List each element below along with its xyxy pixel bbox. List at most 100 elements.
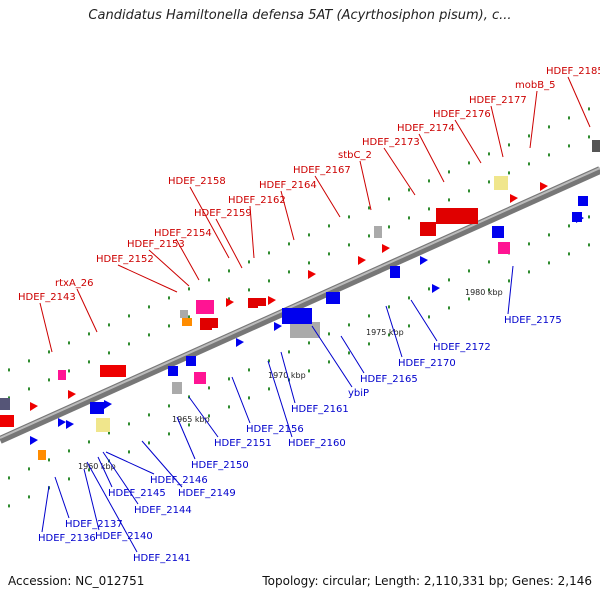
gene-feature[interactable] [494,176,508,190]
tick-mark [248,396,250,400]
tick-mark [488,288,490,292]
reverse-gene-label[interactable]: HDEF_2156 [246,424,304,435]
reverse-gene-label[interactable]: HDEF_2151 [214,438,272,449]
gene-feature[interactable] [382,244,390,253]
gene-feature[interactable] [420,222,436,236]
gene-feature[interactable] [282,308,312,324]
gene-feature[interactable] [196,300,214,314]
reverse-gene-label[interactable]: ybiP [348,388,369,399]
label-leader [175,238,200,281]
gene-feature[interactable] [420,256,428,265]
reverse-gene-label[interactable]: HDEF_2170 [398,358,456,369]
gene-feature[interactable] [180,310,188,318]
tick-mark [448,278,450,282]
reverse-gene-label[interactable]: HDEF_2137 [65,519,123,530]
forward-gene-label[interactable]: HDEF_2176 [433,109,491,120]
gene-feature[interactable] [492,226,504,238]
forward-gene-label[interactable]: HDEF_2174 [397,123,455,134]
gene-feature[interactable] [436,208,478,224]
tick-mark [488,180,490,184]
gene-feature[interactable] [210,318,218,328]
forward-gene-label[interactable]: HDEF_2152 [96,254,154,265]
gene-feature[interactable] [38,450,46,460]
gene-feature[interactable] [58,418,66,427]
reverse-gene-label[interactable]: HDEF_2146 [150,475,208,486]
forward-gene-label[interactable]: HDEF_2153 [127,239,185,250]
forward-gene-label[interactable]: HDEF_2158 [168,176,226,187]
reverse-gene-label[interactable]: HDEF_2144 [134,505,192,516]
gene-feature[interactable] [578,196,588,206]
tick-mark [588,135,590,139]
gene-feature[interactable] [540,182,548,191]
tick-mark [588,107,590,111]
forward-gene-label[interactable]: HDEF_2159 [194,208,252,219]
reverse-gene-label[interactable]: HDEF_2136 [38,533,96,544]
tick-mark [348,215,350,219]
forward-gene-label[interactable]: HDEF_2164 [259,180,317,191]
forward-gene-label[interactable]: HDEF_2177 [469,95,527,106]
gene-feature[interactable] [58,370,66,380]
gene-feature[interactable] [90,402,104,414]
gene-feature[interactable] [268,296,276,305]
gene-feature[interactable] [30,436,38,445]
gene-feature[interactable] [374,226,382,238]
gene-feature[interactable] [186,356,196,366]
gene-feature[interactable] [432,284,440,293]
tick-mark [228,269,230,273]
forward-gene-label[interactable]: HDEF_2173 [362,137,420,148]
tick-mark [128,422,130,426]
gene-feature[interactable] [510,194,518,203]
reverse-gene-label[interactable]: HDEF_2150 [191,460,249,471]
forward-gene-label[interactable]: HDEF_2162 [228,195,286,206]
gene-feature[interactable] [168,366,178,376]
tick-mark [408,188,410,192]
gene-feature[interactable] [308,270,316,279]
gene-feature[interactable] [96,418,110,432]
gene-feature[interactable] [290,322,320,338]
reverse-gene-label[interactable]: HDEF_2141 [133,553,191,564]
forward-gene-label[interactable]: HDEF_2143 [18,292,76,303]
gene-feature[interactable] [236,338,244,347]
gene-feature[interactable] [258,298,266,306]
gene-feature[interactable] [248,298,258,308]
forward-gene-label[interactable]: rtxA_26 [55,278,94,289]
reverse-gene-label[interactable]: HDEF_2145 [108,488,166,499]
reverse-gene-label[interactable]: HDEF_2161 [291,404,349,415]
forward-gene-label[interactable]: HDEF_2154 [154,228,212,239]
reverse-gene-label[interactable]: HDEF_2160 [288,438,346,449]
gene-feature[interactable] [194,372,206,384]
reverse-gene-label[interactable]: HDEF_2149 [178,488,236,499]
gene-feature[interactable] [498,242,510,254]
tick-mark [288,270,290,274]
reverse-gene-label[interactable]: HDEF_2140 [95,531,153,542]
gene-feature[interactable] [0,398,10,410]
reverse-gene-label[interactable]: HDEF_2165 [360,374,418,385]
gene-feature[interactable] [104,400,112,409]
gene-feature[interactable] [66,420,74,429]
tick-mark [308,261,310,265]
gene-feature[interactable] [100,365,126,377]
gene-feature[interactable] [30,402,38,411]
gene-feature[interactable] [182,318,192,326]
gene-feature[interactable] [68,390,76,399]
gene-feature[interactable] [390,266,400,278]
reverse-gene-label[interactable]: HDEF_2172 [433,342,491,353]
gene-feature[interactable] [226,298,234,307]
reverse-gene-label[interactable]: HDEF_2175 [504,315,562,326]
label-leader [86,461,138,553]
tick-mark [128,342,130,346]
gene-feature[interactable] [172,382,182,394]
forward-gene-label[interactable]: HDEF_2167 [293,165,351,176]
tick-mark [148,441,150,445]
gene-feature[interactable] [0,415,14,427]
gene-feature[interactable] [358,256,366,265]
gene-feature[interactable] [200,318,212,330]
gene-feature[interactable] [576,214,584,223]
gene-feature[interactable] [274,322,282,331]
forward-gene-label[interactable]: mobB_5 [515,80,555,91]
gene-feature[interactable] [326,292,340,304]
tick-mark [288,242,290,246]
gene-feature[interactable] [592,140,600,152]
forward-gene-label[interactable]: stbC_2 [338,150,372,161]
forward-gene-label[interactable]: HDEF_2185 [546,66,600,77]
